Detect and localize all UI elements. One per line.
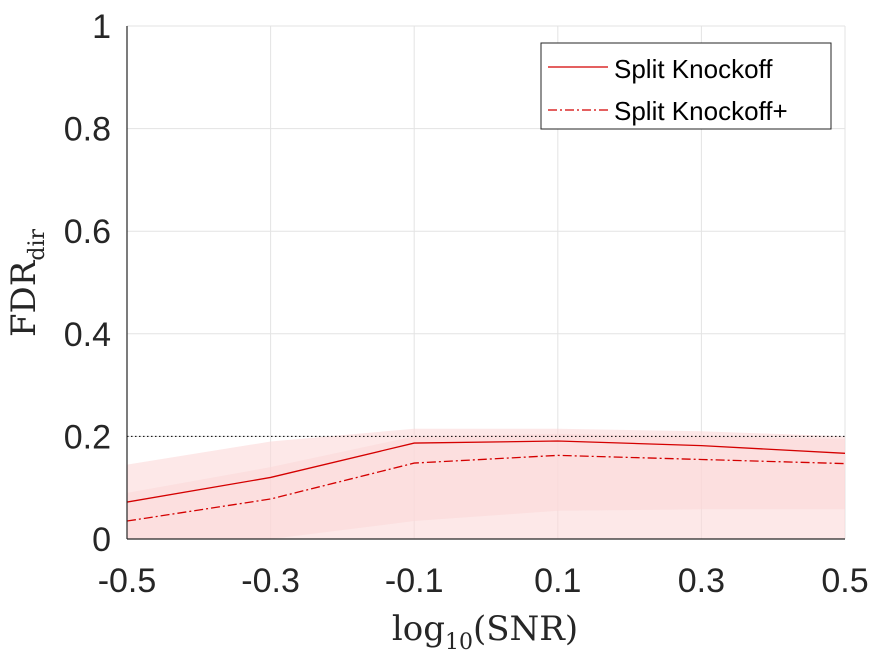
y-tick-label: 0 bbox=[92, 521, 111, 559]
y-tick-label: 0.8 bbox=[64, 111, 111, 149]
legend-label-split-knockoff: Split Knockoff bbox=[614, 54, 773, 84]
x-tick-label: -0.1 bbox=[385, 562, 444, 600]
y-tick-label: 1 bbox=[92, 8, 111, 46]
legend-label-split-knockoff-plus: Split Knockoff+ bbox=[614, 96, 788, 126]
x-tick-label: 0.3 bbox=[678, 562, 725, 600]
legend-box bbox=[540, 42, 832, 130]
x-axis-label: log10(SNR) bbox=[392, 609, 578, 655]
y-axis-label: FDRdir bbox=[4, 228, 50, 337]
y-tick-label: 0.2 bbox=[64, 418, 111, 456]
confidence-band-1 bbox=[127, 433, 845, 539]
series-line-1 bbox=[126, 454, 846, 522]
x-tick-label: 0.5 bbox=[821, 562, 868, 600]
x-tick-label: -0.3 bbox=[241, 562, 300, 600]
axes bbox=[126, 26, 845, 540]
series-line-0 bbox=[126, 440, 846, 503]
y-tick-label: 0.6 bbox=[64, 213, 111, 251]
confidence-bands bbox=[127, 428, 845, 539]
x-tick-label: 0.1 bbox=[534, 562, 581, 600]
y-tick-label: 0.4 bbox=[64, 316, 111, 354]
x-tick-label: -0.5 bbox=[98, 562, 157, 600]
legend: Split Knockoff Split Knockoff+ bbox=[540, 42, 832, 130]
series-lines bbox=[126, 440, 846, 522]
x-tick-labels: -0.5 -0.3 -0.1 0.1 0.3 0.5 bbox=[98, 562, 869, 600]
y-tick-labels: 0 0.2 0.4 0.6 0.8 1 bbox=[64, 8, 111, 559]
